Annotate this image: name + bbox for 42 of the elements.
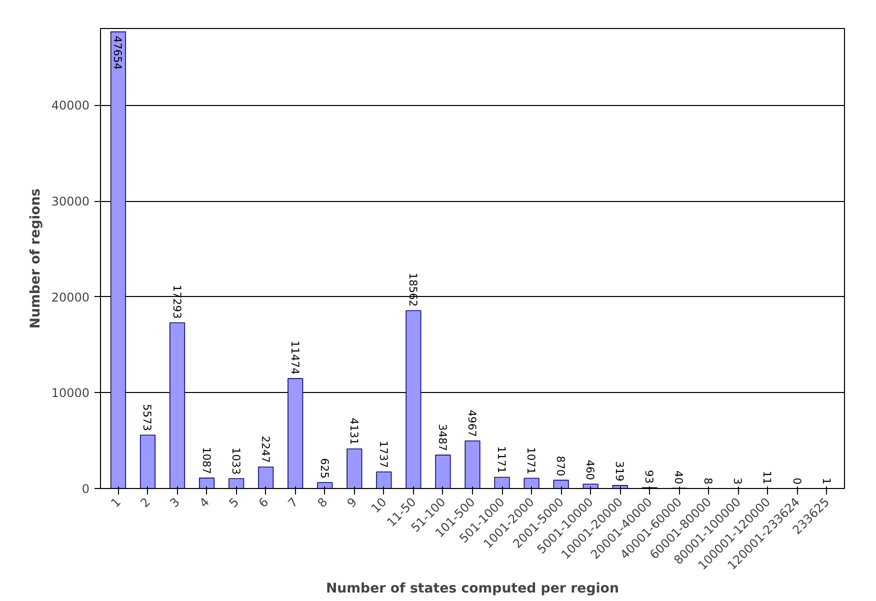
- data-label: 11: [760, 470, 774, 484]
- x-tick-label: 4: [196, 494, 212, 510]
- y-tick-label: 30000: [51, 194, 90, 208]
- x-tick-label: 5: [226, 494, 242, 510]
- data-label: 5573: [140, 404, 154, 432]
- y-tick-label: 20000: [51, 290, 90, 304]
- data-label: 319: [613, 461, 626, 482]
- data-label: 1033: [229, 447, 242, 475]
- data-label: 4131: [347, 418, 360, 445]
- y-tick-label: 10000: [51, 386, 90, 400]
- x-tick-label: 6: [256, 494, 272, 510]
- data-label: 4967: [466, 410, 478, 437]
- data-label: 40: [672, 470, 686, 484]
- data-label: 47654: [111, 36, 124, 70]
- data-label: 1737: [376, 440, 390, 468]
- data-label: 625: [318, 458, 331, 479]
- data-label: 18562: [406, 272, 420, 307]
- x-tick-label: 2: [138, 494, 154, 510]
- y-axis-title: Number of regions: [28, 188, 44, 329]
- data-label: 8: [702, 478, 715, 485]
- x-tick-label: 8: [314, 494, 330, 510]
- data-label: 460: [584, 460, 597, 480]
- x-tick-label: 3: [167, 494, 183, 510]
- data-label: 93: [642, 470, 656, 484]
- x-tick-label: 1: [108, 494, 124, 510]
- data-label: 0: [790, 478, 804, 485]
- y-tick-label: 0: [82, 482, 90, 496]
- x-tick-label: 7: [285, 494, 301, 510]
- data-label: 870: [554, 456, 568, 476]
- data-label: 3487: [436, 424, 449, 452]
- x-tick-label: 9: [344, 494, 360, 510]
- data-label: 3: [731, 478, 744, 484]
- x-tick-label: 10: [368, 494, 390, 516]
- data-label: 1071: [524, 447, 538, 474]
- data-label: 1171: [495, 446, 508, 474]
- x-axis-title: Number of states computed per region: [326, 582, 619, 597]
- data-label: 1: [820, 478, 833, 484]
- y-tick-label: 40000: [51, 98, 90, 113]
- data-label: 17293: [170, 284, 184, 319]
- data-label: 2247: [258, 436, 272, 463]
- data-label: 11474: [288, 340, 302, 375]
- data-label: 1087: [200, 446, 213, 474]
